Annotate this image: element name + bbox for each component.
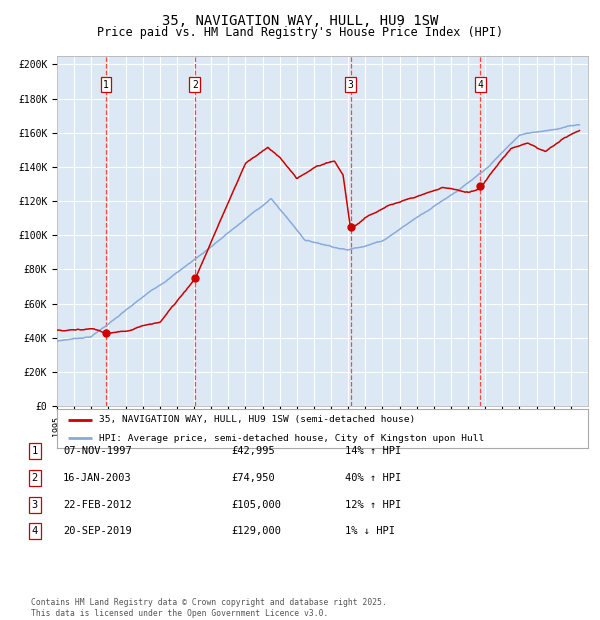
Text: 16-JAN-2003: 16-JAN-2003 (63, 473, 132, 483)
Text: 2: 2 (32, 473, 38, 483)
Text: 1: 1 (32, 446, 38, 456)
Text: 35, NAVIGATION WAY, HULL, HU9 1SW: 35, NAVIGATION WAY, HULL, HU9 1SW (162, 14, 438, 28)
Text: 1: 1 (103, 80, 109, 90)
Text: 3: 3 (32, 500, 38, 510)
Text: 22-FEB-2012: 22-FEB-2012 (63, 500, 132, 510)
Text: 14% ↑ HPI: 14% ↑ HPI (345, 446, 401, 456)
Text: £42,995: £42,995 (231, 446, 275, 456)
Text: 35, NAVIGATION WAY, HULL, HU9 1SW (semi-detached house): 35, NAVIGATION WAY, HULL, HU9 1SW (semi-… (100, 415, 416, 425)
Text: 12% ↑ HPI: 12% ↑ HPI (345, 500, 401, 510)
Text: 2: 2 (192, 80, 198, 90)
Text: 4: 4 (32, 526, 38, 536)
Text: £129,000: £129,000 (231, 526, 281, 536)
Text: 1% ↓ HPI: 1% ↓ HPI (345, 526, 395, 536)
Text: 20-SEP-2019: 20-SEP-2019 (63, 526, 132, 536)
Text: Contains HM Land Registry data © Crown copyright and database right 2025.
This d: Contains HM Land Registry data © Crown c… (31, 598, 387, 618)
Text: 4: 4 (478, 80, 484, 90)
Text: £74,950: £74,950 (231, 473, 275, 483)
Text: 3: 3 (347, 80, 353, 90)
Text: £105,000: £105,000 (231, 500, 281, 510)
Text: 40% ↑ HPI: 40% ↑ HPI (345, 473, 401, 483)
Text: HPI: Average price, semi-detached house, City of Kingston upon Hull: HPI: Average price, semi-detached house,… (100, 433, 485, 443)
Text: Price paid vs. HM Land Registry's House Price Index (HPI): Price paid vs. HM Land Registry's House … (97, 26, 503, 39)
Text: 07-NOV-1997: 07-NOV-1997 (63, 446, 132, 456)
